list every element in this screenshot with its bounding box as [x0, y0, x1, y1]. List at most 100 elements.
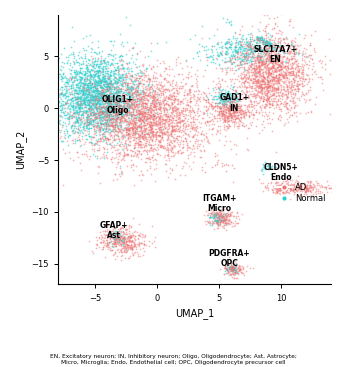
Point: [129, 238, 135, 244]
Point: [255, 59, 261, 65]
Point: [303, 47, 308, 52]
Point: [253, 76, 258, 81]
Point: [158, 85, 164, 91]
Point: [260, 91, 265, 97]
Point: [97, 126, 102, 132]
Point: [283, 103, 288, 109]
Point: [111, 126, 116, 132]
Point: [84, 110, 90, 116]
Point: [124, 131, 129, 137]
Point: [164, 98, 170, 104]
Point: [221, 108, 227, 114]
Point: [93, 79, 99, 85]
Point: [207, 220, 213, 226]
Point: [277, 52, 283, 58]
Point: [284, 94, 290, 99]
Point: [95, 103, 101, 109]
Point: [116, 94, 121, 100]
Point: [148, 66, 154, 72]
Point: [301, 180, 307, 186]
Point: [118, 237, 124, 243]
Point: [248, 91, 254, 97]
Point: [86, 57, 92, 63]
Point: [137, 127, 143, 133]
Point: [298, 70, 303, 76]
Point: [67, 116, 72, 122]
Point: [100, 92, 106, 98]
Point: [293, 61, 299, 67]
Point: [108, 98, 114, 104]
Point: [80, 123, 85, 129]
Point: [157, 115, 162, 121]
Point: [294, 83, 300, 88]
Point: [88, 115, 93, 120]
Point: [147, 123, 153, 128]
Point: [227, 266, 233, 272]
Point: [147, 104, 152, 110]
Point: [305, 53, 311, 59]
Point: [255, 57, 260, 63]
Point: [291, 51, 297, 57]
Point: [230, 112, 236, 118]
Point: [134, 77, 139, 83]
Point: [267, 105, 273, 110]
Point: [99, 84, 104, 90]
Point: [95, 87, 100, 93]
Point: [263, 37, 269, 43]
Point: [77, 49, 82, 55]
Point: [265, 84, 271, 90]
Point: [173, 59, 179, 65]
Point: [227, 41, 233, 47]
Point: [148, 147, 154, 153]
Point: [266, 83, 272, 89]
Point: [234, 270, 239, 276]
Point: [201, 89, 206, 95]
Point: [70, 115, 75, 121]
Point: [62, 92, 67, 98]
Point: [150, 93, 156, 99]
Point: [147, 112, 153, 118]
Point: [93, 140, 98, 146]
Point: [263, 32, 269, 38]
Point: [107, 239, 112, 244]
Point: [90, 112, 95, 118]
Point: [171, 127, 177, 133]
Point: [280, 72, 285, 77]
Point: [306, 76, 311, 82]
Point: [110, 96, 115, 102]
Point: [275, 54, 281, 60]
Point: [253, 50, 258, 55]
Point: [266, 42, 272, 48]
Point: [222, 55, 228, 61]
Point: [194, 78, 200, 84]
Point: [100, 95, 106, 101]
Point: [244, 104, 250, 110]
Point: [108, 61, 113, 66]
Point: [116, 67, 121, 73]
Point: [106, 106, 112, 112]
Point: [214, 210, 220, 215]
Point: [157, 81, 163, 87]
Point: [94, 105, 100, 111]
Point: [146, 134, 152, 139]
Point: [215, 206, 221, 212]
Point: [75, 59, 80, 65]
Point: [303, 191, 309, 197]
Point: [233, 47, 239, 53]
Point: [225, 90, 230, 95]
Point: [115, 90, 120, 96]
Point: [265, 65, 271, 71]
Point: [133, 111, 138, 117]
Point: [275, 64, 281, 70]
Point: [108, 99, 113, 105]
Point: [213, 46, 219, 52]
Point: [286, 91, 291, 97]
Point: [234, 262, 239, 268]
Point: [255, 34, 260, 40]
Point: [260, 37, 266, 43]
Point: [87, 94, 93, 99]
Point: [77, 85, 83, 91]
Point: [209, 117, 214, 123]
Point: [123, 113, 128, 119]
Point: [158, 139, 163, 145]
